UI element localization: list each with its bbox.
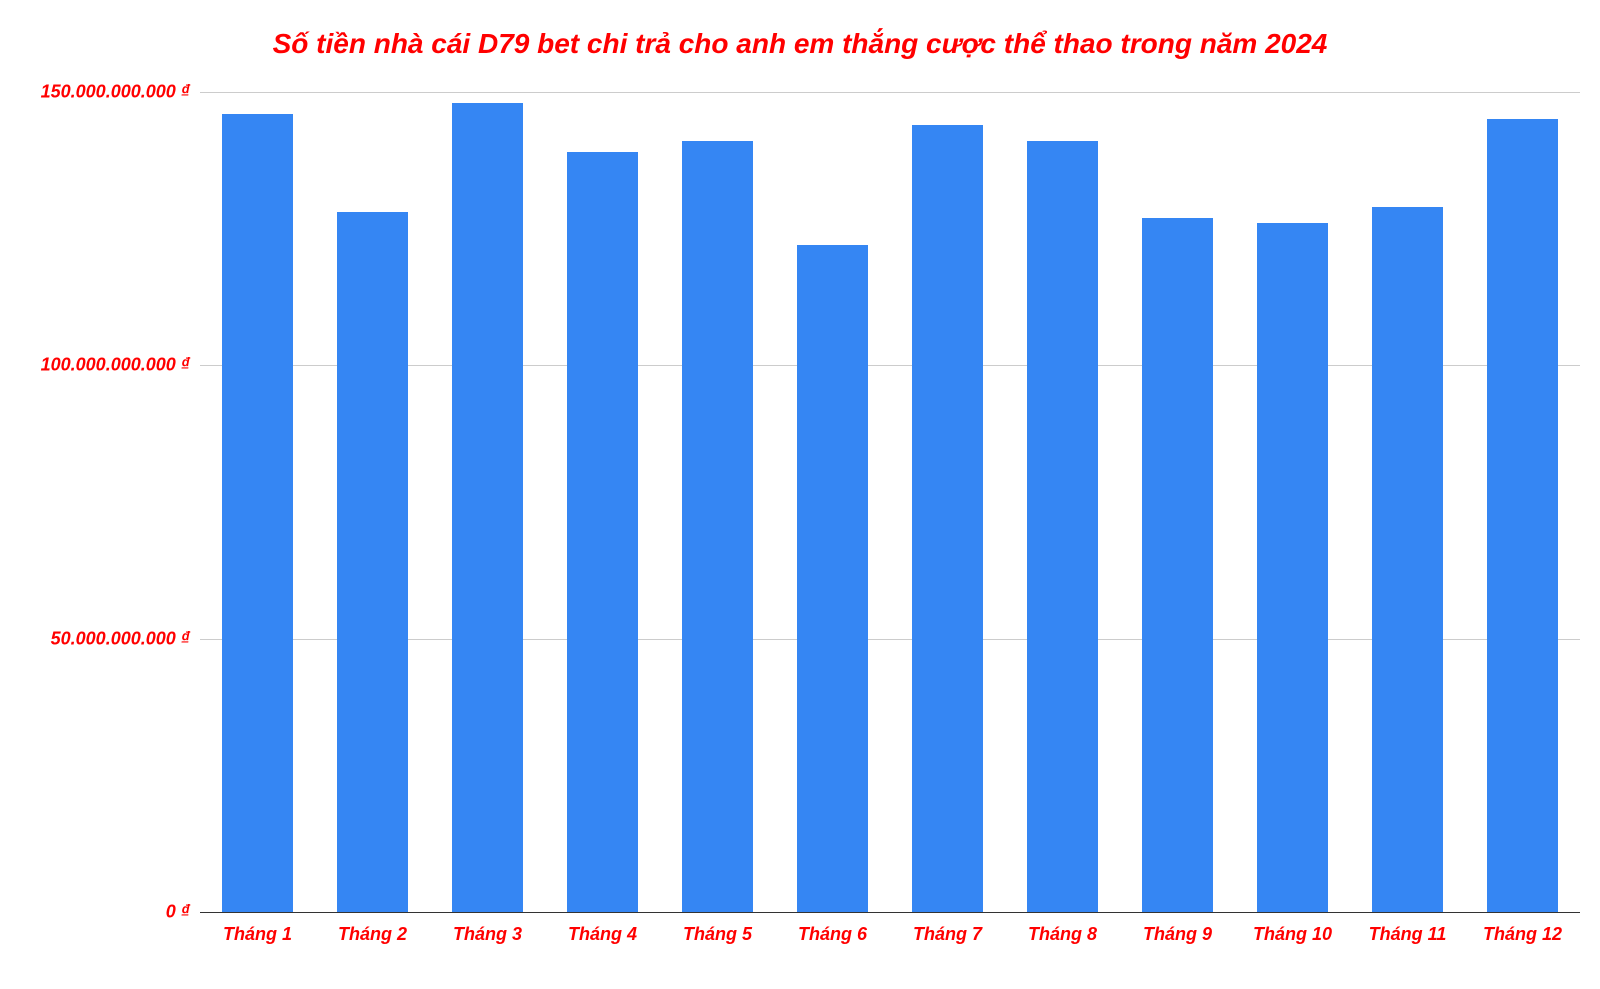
x-axis-label: Tháng 8: [1028, 912, 1097, 945]
bar: [222, 114, 293, 912]
x-axis-label: Tháng 4: [568, 912, 637, 945]
bar: [1372, 207, 1443, 912]
x-axis-label: Tháng 5: [683, 912, 752, 945]
x-axis-label: Tháng 9: [1143, 912, 1212, 945]
bar: [682, 141, 753, 912]
bar: [1142, 218, 1213, 912]
y-axis-label: 100.000.000.000 ₫: [41, 355, 200, 376]
bar: [337, 212, 408, 912]
chart-title: Số tiền nhà cái D79 bet chi trả cho anh …: [0, 28, 1600, 60]
bar: [1257, 223, 1328, 912]
y-axis-label: 50.000.000.000 ₫: [51, 628, 200, 649]
bar-chart: Số tiền nhà cái D79 bet chi trả cho anh …: [0, 0, 1600, 989]
bar: [1027, 141, 1098, 912]
bar: [452, 103, 523, 912]
x-axis-label: Tháng 3: [453, 912, 522, 945]
x-axis-label: Tháng 6: [798, 912, 867, 945]
x-axis-label: Tháng 7: [913, 912, 982, 945]
y-axis-label: 0 ₫: [166, 902, 200, 923]
bar: [797, 245, 868, 912]
bar: [567, 152, 638, 912]
gridline: [200, 92, 1580, 93]
x-axis-label: Tháng 11: [1369, 912, 1447, 945]
y-axis-label: 150.000.000.000 ₫: [41, 82, 200, 103]
x-axis-label: Tháng 12: [1483, 912, 1562, 945]
bar: [912, 125, 983, 912]
x-axis-label: Tháng 2: [338, 912, 407, 945]
bar: [1487, 119, 1558, 912]
plot-area: 0 ₫50.000.000.000 ₫100.000.000.000 ₫150.…: [200, 92, 1580, 913]
x-axis-label: Tháng 10: [1253, 912, 1332, 945]
x-axis-label: Tháng 1: [223, 912, 292, 945]
